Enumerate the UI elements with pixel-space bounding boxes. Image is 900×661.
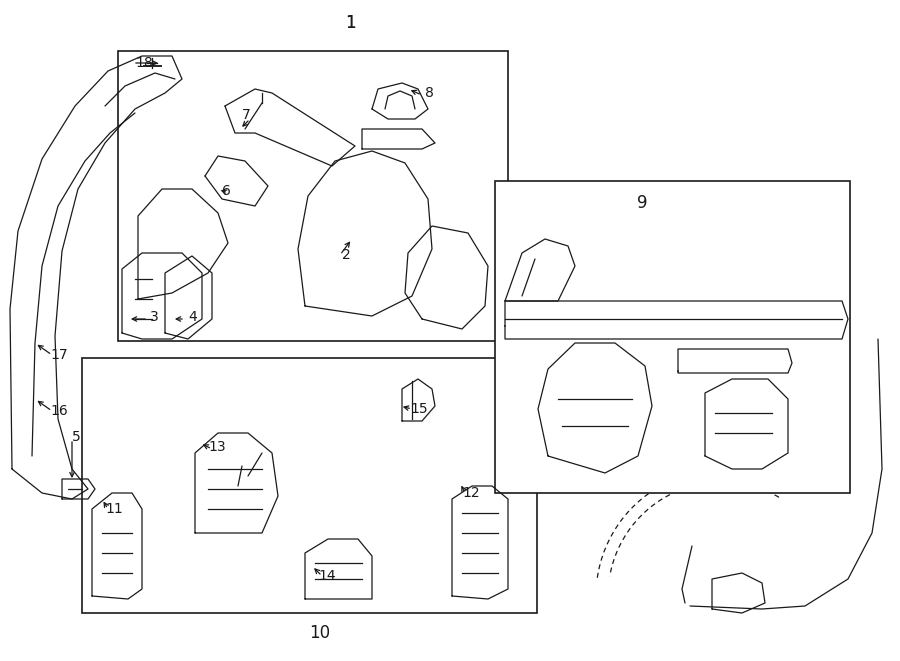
Circle shape [324, 225, 332, 233]
Text: 9: 9 [637, 194, 647, 212]
Circle shape [375, 254, 383, 262]
Text: 17: 17 [50, 348, 68, 362]
Text: 7: 7 [242, 108, 251, 122]
Text: 3: 3 [150, 310, 158, 324]
Text: 18: 18 [135, 56, 153, 70]
Text: 8: 8 [425, 86, 434, 100]
Text: 1: 1 [345, 14, 356, 32]
Text: 14: 14 [318, 569, 336, 583]
Text: 5: 5 [72, 430, 81, 444]
Bar [495, 181, 850, 493]
Circle shape [341, 254, 349, 262]
Text: 16: 16 [50, 404, 68, 418]
Text: 12: 12 [462, 486, 480, 500]
Text: 10: 10 [310, 624, 330, 642]
Circle shape [341, 196, 349, 204]
Text: 1: 1 [345, 14, 356, 32]
Bar [118, 51, 508, 341]
Text: 13: 13 [208, 440, 226, 454]
Text: 11: 11 [105, 502, 122, 516]
Circle shape [392, 225, 400, 233]
Text: 15: 15 [410, 402, 428, 416]
Bar [82, 358, 537, 613]
Circle shape [375, 196, 383, 204]
Text: 4: 4 [188, 310, 197, 324]
Text: 6: 6 [222, 184, 231, 198]
Text: 2: 2 [342, 248, 351, 262]
